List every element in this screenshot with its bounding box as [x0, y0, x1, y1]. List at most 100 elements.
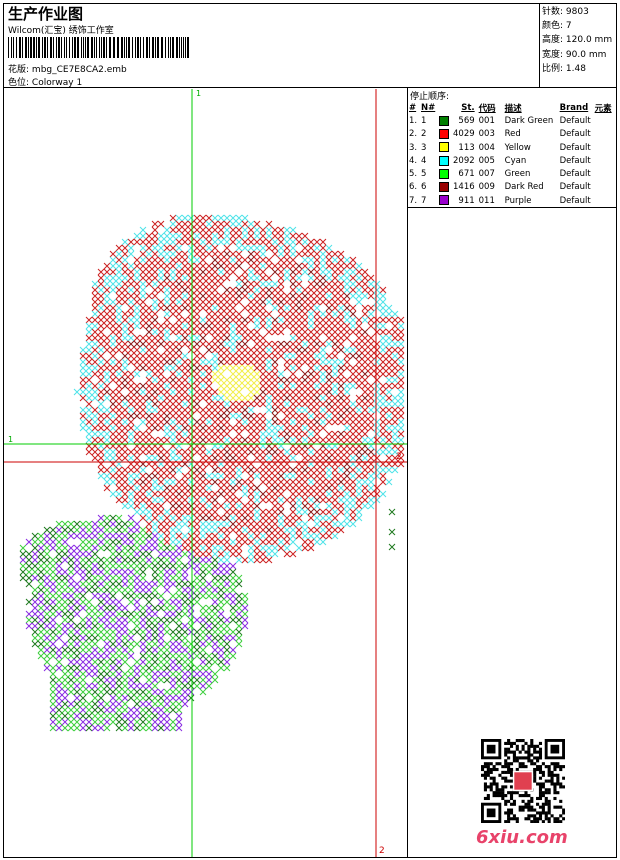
stitch	[205, 304, 213, 312]
col-header-description: 描述	[504, 103, 522, 114]
stitch	[283, 448, 291, 456]
stitch	[49, 682, 57, 690]
stitch	[229, 286, 237, 294]
stitch	[55, 724, 63, 732]
stitch	[205, 286, 213, 294]
stitch	[313, 238, 321, 246]
cell-stitches: 2092	[453, 155, 475, 166]
stitch	[193, 370, 201, 378]
stitch	[115, 472, 123, 480]
stitch	[388, 508, 396, 516]
stitch	[133, 400, 141, 408]
stitch	[193, 496, 201, 504]
stitch	[337, 406, 345, 414]
stitch	[61, 646, 69, 654]
stitch	[313, 436, 321, 444]
stitch	[19, 562, 27, 570]
stitch	[229, 322, 237, 330]
stitch	[127, 640, 135, 648]
stitch	[151, 364, 159, 372]
stitch	[37, 532, 45, 540]
stitch	[79, 682, 87, 690]
stitch	[331, 406, 339, 414]
stitch	[205, 496, 213, 504]
stitch	[79, 520, 87, 528]
stitch	[265, 418, 273, 426]
stitch	[265, 424, 273, 432]
stitch	[169, 670, 177, 678]
stitch	[247, 514, 255, 522]
stitch	[85, 712, 93, 720]
stitch	[223, 592, 231, 600]
stitch	[163, 670, 171, 678]
stitch	[181, 496, 189, 504]
stitch	[133, 496, 141, 504]
stitch	[163, 676, 171, 684]
stitch	[139, 304, 147, 312]
stitch	[343, 358, 351, 366]
stitch	[223, 658, 231, 666]
stitch	[283, 394, 291, 402]
stitch	[277, 406, 285, 414]
stitch	[91, 580, 99, 588]
stitch	[157, 484, 165, 492]
stitch	[373, 400, 381, 408]
stitch	[67, 670, 75, 678]
stitch	[277, 262, 285, 270]
stitch	[289, 286, 297, 294]
stitch	[139, 664, 147, 672]
stitch	[337, 268, 345, 276]
stitch	[145, 670, 153, 678]
stitch	[163, 358, 171, 366]
stitch	[163, 586, 171, 594]
stitch	[343, 394, 351, 402]
stitch	[187, 628, 195, 636]
stitch	[145, 652, 153, 660]
stitch	[121, 238, 129, 246]
stitch	[325, 520, 333, 528]
stitch	[223, 340, 231, 348]
stitch	[181, 604, 189, 612]
stitch	[91, 430, 99, 438]
stitch	[343, 274, 351, 282]
stitch	[229, 550, 237, 558]
stitch	[175, 556, 183, 564]
stitch	[211, 454, 219, 462]
stitch	[187, 658, 195, 666]
stitch	[355, 454, 363, 462]
stitch	[181, 472, 189, 480]
stitch	[103, 622, 111, 630]
stitch	[259, 538, 267, 546]
stitch	[223, 454, 231, 462]
stitch	[367, 412, 375, 420]
stitch	[259, 226, 267, 234]
stitch	[133, 520, 141, 528]
stitch	[181, 448, 189, 456]
cell-code: 009	[478, 182, 495, 193]
stitch	[121, 694, 129, 702]
stitch	[139, 586, 147, 594]
stitch	[91, 538, 99, 546]
stitch	[103, 418, 111, 426]
stitch	[307, 532, 315, 540]
stitch	[385, 310, 393, 318]
stitch	[205, 430, 213, 438]
stitch	[301, 250, 309, 258]
stitch	[319, 394, 327, 402]
stitch	[157, 478, 165, 486]
stitch	[163, 616, 171, 624]
stitch	[319, 274, 327, 282]
stitch	[247, 382, 255, 390]
stitch	[217, 358, 225, 366]
stitch	[175, 286, 183, 294]
stitch	[289, 346, 297, 354]
stitch	[235, 340, 243, 348]
stitch	[205, 538, 213, 546]
stitch	[331, 268, 339, 276]
stitch	[223, 622, 231, 630]
stitch	[187, 238, 195, 246]
stitch	[115, 244, 123, 252]
stitch	[259, 364, 267, 372]
stitch	[397, 364, 405, 372]
stitch	[307, 484, 315, 492]
